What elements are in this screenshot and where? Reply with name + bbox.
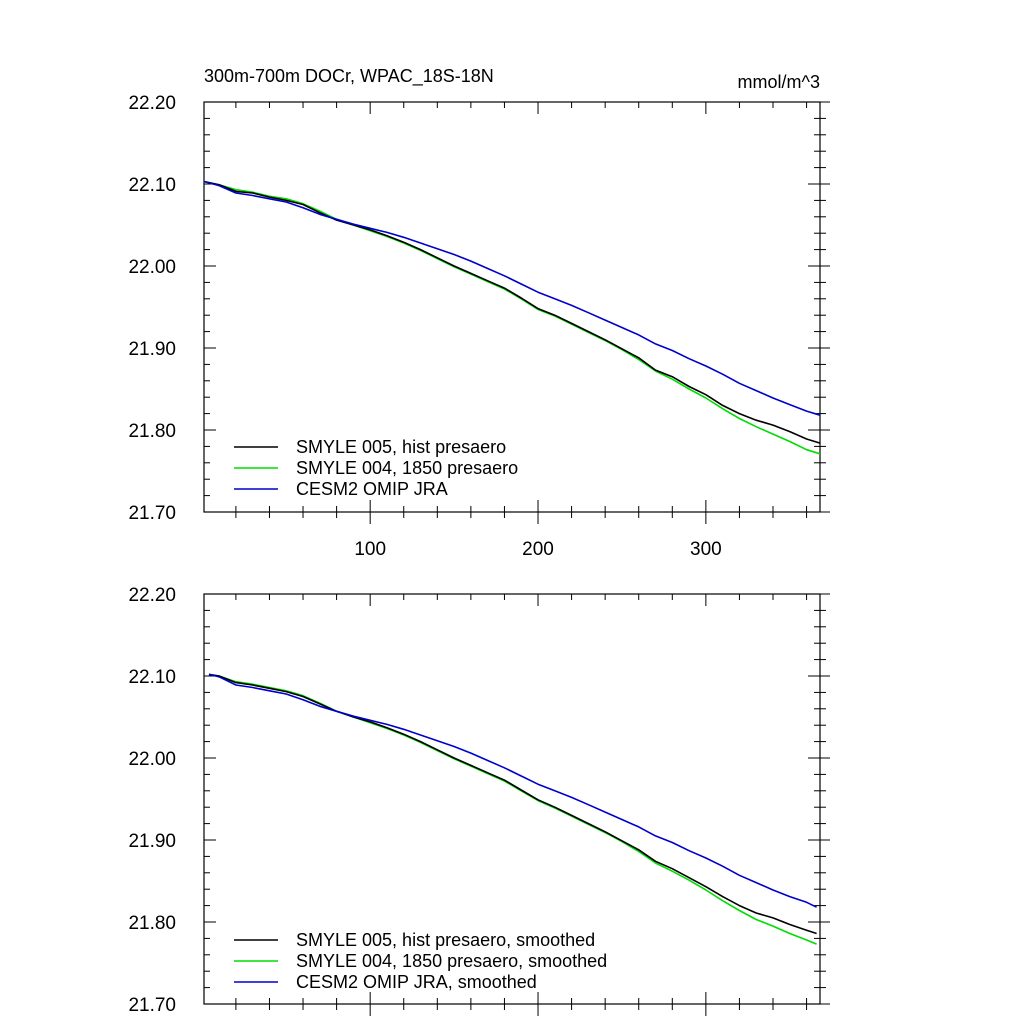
- series-line-1: [203, 180, 821, 444]
- legend-label-1: SMYLE 005, hist presaero: [296, 437, 506, 457]
- series-line-3: [203, 180, 821, 416]
- y-tick-label: 21.70: [128, 995, 176, 1016]
- legend-label-1: SMYLE 005, hist presaero, smoothed: [296, 930, 595, 950]
- chart-panel-1: 21.70 21.80 21.90 22.00 22.10 22.20 100 200 300 S…: [128, 93, 830, 560]
- chart-title: 300m-700m DOCr, WPAC_18S-18N: [204, 66, 494, 87]
- series-line-2: [203, 180, 821, 455]
- chart-panel-2: 21.70 21.80 21.90 22.00 22.10 22.20 SMYLE 005,…: [128, 585, 830, 1016]
- series-line-1: [208, 673, 817, 935]
- y-tick-label: 21.80: [128, 421, 176, 442]
- y-tick-label: 22.20: [128, 93, 176, 114]
- legend-label-2: SMYLE 004, 1850 presaero: [296, 458, 518, 478]
- y-tick-label: 22.00: [128, 257, 176, 278]
- y-tick-label: 22.00: [128, 749, 176, 770]
- legend-label-2: SMYLE 004, 1850 presaero, smoothed: [296, 951, 607, 971]
- y-tick-label: 21.70: [128, 503, 176, 524]
- series-line-2: [208, 673, 817, 945]
- y-tick-label: 21.90: [128, 339, 176, 360]
- y-tick-label: 22.10: [128, 667, 176, 688]
- y-tick-label: 21.80: [128, 913, 176, 934]
- series-line-3: [208, 673, 817, 908]
- plot-frame: [203, 593, 821, 1005]
- plot-frame: [203, 101, 821, 513]
- x-tick-label: 100: [354, 539, 386, 560]
- units-label: mmol/m^3: [738, 72, 820, 92]
- y-tick-label: 21.90: [128, 831, 176, 852]
- x-tick-label: 200: [522, 539, 554, 560]
- legend-label-3: CESM2 OMIP JRA: [296, 479, 448, 499]
- y-tick-label: 22.10: [128, 175, 176, 196]
- x-tick-label: 300: [690, 539, 722, 560]
- y-tick-label: 22.20: [128, 585, 176, 606]
- legend-label-3: CESM2 OMIP JRA, smoothed: [296, 972, 537, 992]
